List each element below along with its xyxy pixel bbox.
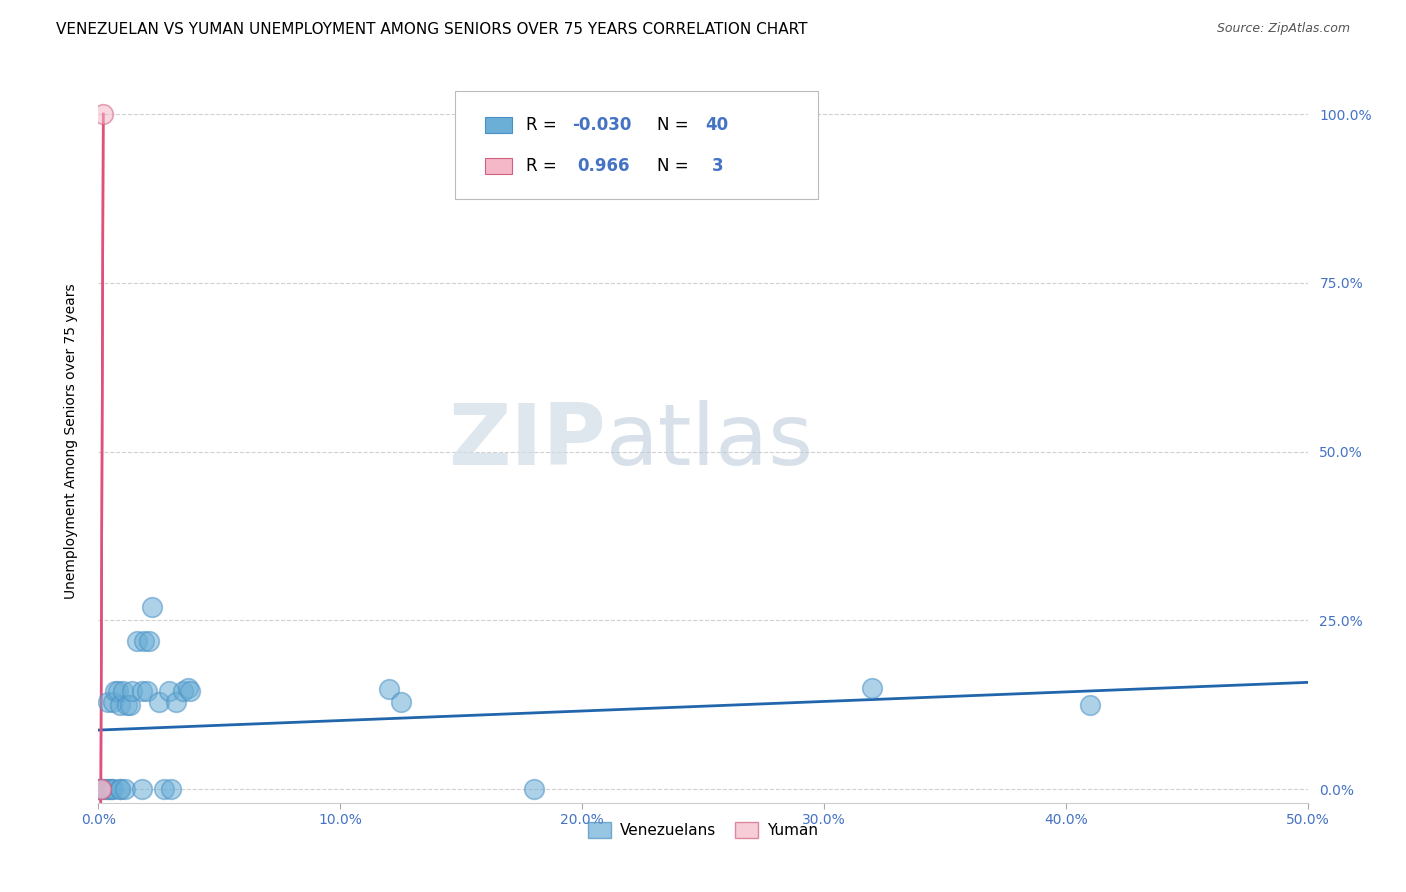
Point [179,684,201,698]
Point [148,694,170,708]
Text: 3: 3 [711,157,723,175]
Point [131,684,153,698]
Point [172,684,194,698]
Point [107,684,129,698]
Point [134,633,156,648]
Point [121,684,143,698]
Text: R =: R = [526,157,568,175]
Legend: Venezuelans, Yuman: Venezuelans, Yuman [581,814,825,846]
Point [97,694,120,708]
FancyBboxPatch shape [485,117,512,133]
Point [90,782,112,797]
Point [135,684,157,698]
Point [97,782,120,797]
Point [177,681,200,695]
Point [127,633,149,648]
Point [165,694,187,708]
Text: N =: N = [657,157,695,175]
Point [91,107,114,121]
Point [87,782,110,797]
Point [100,782,122,797]
Point [100,782,122,797]
Point [101,782,124,797]
Text: 40: 40 [706,116,728,134]
Point [114,782,136,797]
Y-axis label: Unemployment Among Seniors over 75 years: Unemployment Among Seniors over 75 years [63,284,77,599]
Point [90,782,112,797]
Point [87,782,110,797]
Text: 0.966: 0.966 [578,157,630,175]
Point [108,782,131,797]
Text: R =: R = [526,116,562,134]
Point [138,633,160,648]
Point [377,682,399,697]
Text: N =: N = [657,116,695,134]
Point [152,782,174,797]
Point [108,698,131,712]
FancyBboxPatch shape [456,91,818,200]
Point [94,782,117,797]
Point [157,684,180,698]
Point [118,698,141,712]
Point [131,782,153,797]
Text: ZIP: ZIP [449,400,606,483]
Point [523,782,546,797]
Point [141,599,163,614]
Text: -0.030: -0.030 [572,116,631,134]
Point [101,694,124,708]
Point [1078,698,1101,712]
Text: VENEZUELAN VS YUMAN UNEMPLOYMENT AMONG SENIORS OVER 75 YEARS CORRELATION CHART: VENEZUELAN VS YUMAN UNEMPLOYMENT AMONG S… [56,22,807,37]
Point [160,782,183,797]
Point [104,684,127,698]
FancyBboxPatch shape [485,158,512,174]
Point [117,698,139,712]
Text: Source: ZipAtlas.com: Source: ZipAtlas.com [1216,22,1350,36]
Point [108,782,131,797]
Point [87,782,110,797]
Point [91,782,114,797]
Text: atlas: atlas [606,400,814,483]
Point [860,681,883,695]
Point [389,694,412,708]
Point [111,684,134,698]
